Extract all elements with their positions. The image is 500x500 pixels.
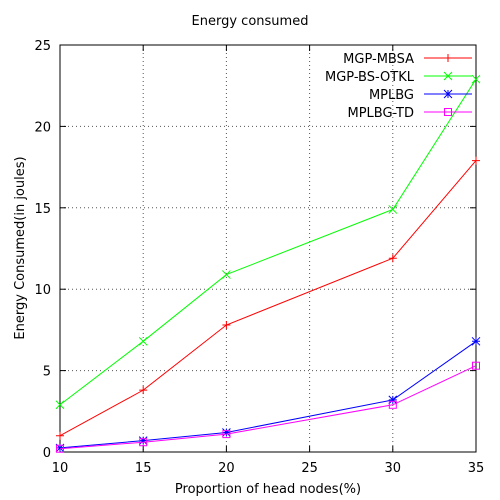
data-point-mgp-bs-otkl-15 xyxy=(138,336,148,346)
x-axis-label: Proportion of head nodes(%) xyxy=(174,482,362,497)
legend: MGP-MBSA MGP-BS-OTKL MPLBG MPLBG-TD xyxy=(325,52,472,121)
data-point-mplbg-35 xyxy=(471,336,481,346)
data-point-mplbg-20 xyxy=(222,428,231,437)
data-point-mgp-mbsa-30 xyxy=(388,254,397,263)
y-tick-label-20: 20 xyxy=(34,120,51,135)
x-tick-label-10: 10 xyxy=(52,461,69,476)
data-point-mgp-mbsa-35 xyxy=(472,156,480,165)
legend-label-mgp-bs-otkl: MGP-BS-OTKL xyxy=(325,70,415,85)
plot-frame xyxy=(59,44,477,453)
series-mgp-mbsa xyxy=(56,156,480,440)
series-line-mplbg-td xyxy=(59,365,477,450)
series-line-mgp-bs-otkl xyxy=(59,78,477,406)
data-point-mplbg-15 xyxy=(138,436,148,445)
legend-label-mplbg: MPLBG xyxy=(369,88,414,103)
legend-marker-mplbg-td xyxy=(444,108,452,116)
data-point-mplbg-10 xyxy=(55,443,65,453)
data-point-mplbg-td-20 xyxy=(222,430,231,439)
x-tick-label-20: 20 xyxy=(218,461,235,476)
data-point-mplbg-td-15 xyxy=(139,438,148,447)
data-point-mplbg-30 xyxy=(388,395,398,405)
series-mplbg xyxy=(55,336,481,453)
y-tick-label-25: 25 xyxy=(34,39,51,54)
y-axis-label: Energy Consumed(in joules) xyxy=(13,156,28,340)
data-point-mplbg-td-10 xyxy=(56,444,64,453)
data-point-mgp-bs-otkl-30 xyxy=(388,205,398,214)
data-point-mgp-bs-otkl-35 xyxy=(471,74,481,84)
legend-marker-mgp-bs-otkl xyxy=(443,71,453,81)
data-point-mgp-bs-otkl-20 xyxy=(222,270,231,279)
data-point-mplbg-td-35 xyxy=(472,361,480,370)
legend-label-mgp-mbsa: MGP-MBSA xyxy=(343,52,414,67)
series-mplbg-td xyxy=(56,361,480,453)
x-tick-label-35: 35 xyxy=(468,461,485,476)
data-point-mplbg-td-30 xyxy=(388,400,397,409)
x-tick-label-25: 25 xyxy=(301,461,318,476)
chart-title: Energy consumed xyxy=(191,14,309,29)
series-line-mgp-mbsa xyxy=(59,160,477,437)
legend-marker-mplbg xyxy=(443,89,453,99)
data-point-mgp-mbsa-20 xyxy=(222,321,231,330)
x-tick-label-30: 30 xyxy=(385,461,402,476)
y-tick-label-0: 0 xyxy=(43,446,51,461)
legend-marker-mgp-mbsa xyxy=(444,54,452,62)
series-mgp-bs-otkl xyxy=(55,74,481,410)
legend-label-mplbg-td: MPLBG-TD xyxy=(347,106,414,121)
y-tick-label-15: 15 xyxy=(34,202,51,217)
data-point-mgp-mbsa-15 xyxy=(139,386,148,395)
data-point-mgp-bs-otkl-10 xyxy=(55,400,65,410)
data-point-mgp-mbsa-10 xyxy=(56,431,64,440)
y-tick-label-5: 5 xyxy=(43,365,51,380)
y-tick-label-10: 10 xyxy=(34,283,51,298)
x-tick-label-15: 15 xyxy=(135,461,152,476)
